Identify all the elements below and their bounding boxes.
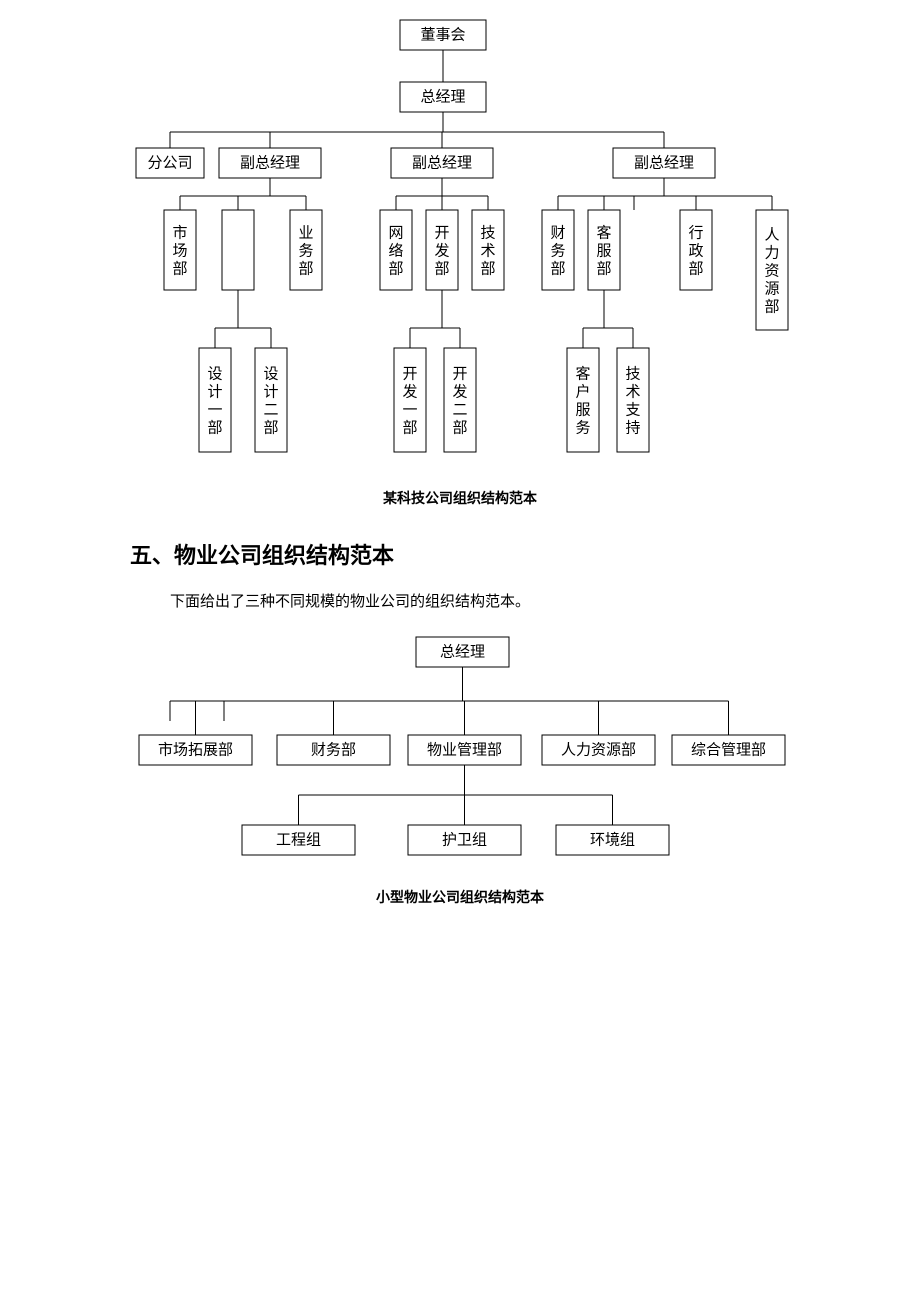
intro-paragraph: 下面给出了三种不同规模的物业公司的组织结构范本。 bbox=[170, 590, 920, 611]
org-node-label: 务 bbox=[575, 419, 590, 436]
org-node-label: 务 bbox=[550, 242, 565, 259]
chart2-caption: 小型物业公司组织结构范本 bbox=[0, 887, 920, 907]
org-node-label: 一 bbox=[402, 402, 417, 418]
org-chart-property-company-small: 总经理市场拓展部 财务部 物业管理部 人力资源部 综合管理部工程组 护卫组 环境组 bbox=[0, 629, 920, 879]
org-node-label: 部 bbox=[550, 260, 565, 277]
org-node-label: 设 bbox=[207, 365, 222, 382]
org-node-label: 开 bbox=[402, 366, 417, 382]
org-node-label: 部 bbox=[298, 260, 313, 277]
org-node-label: 部 bbox=[263, 419, 278, 436]
org-node-label: 部 bbox=[480, 260, 495, 277]
org-node-label: 市场拓展部 bbox=[158, 741, 233, 758]
org-node-label: 总经理 bbox=[420, 88, 465, 105]
org-node-label: 技 bbox=[625, 365, 640, 382]
org-node-label: 部 bbox=[452, 419, 467, 436]
org-node-label: 发 bbox=[452, 383, 467, 400]
org-node-label: 力 bbox=[764, 244, 779, 261]
org-node-label: 发 bbox=[402, 383, 417, 400]
org-node-label: 支 bbox=[625, 401, 640, 418]
org-node-label: 政 bbox=[688, 242, 703, 259]
org-node-label: 户 bbox=[575, 383, 590, 400]
org-node-label: 术 bbox=[625, 383, 640, 400]
org-node-label: 部 bbox=[402, 419, 417, 436]
org-node-label: 物业管理部 bbox=[427, 741, 502, 758]
org-node-blank bbox=[222, 210, 254, 290]
org-node-label: 资 bbox=[764, 262, 779, 279]
org-node-label: 客 bbox=[575, 365, 590, 382]
org-node-label: 财务部 bbox=[311, 741, 356, 758]
org-node-label: 持 bbox=[625, 419, 640, 436]
org-node-label: 开 bbox=[434, 225, 449, 241]
org-node-label: 部 bbox=[764, 298, 779, 315]
org-node-label: 二 bbox=[452, 402, 467, 418]
org-node-label: 部 bbox=[388, 260, 403, 277]
org-node-label: 护卫组 bbox=[442, 831, 487, 848]
org-node-label: 技 bbox=[480, 224, 495, 241]
org-node-label: 财 bbox=[550, 224, 565, 241]
org-chart-tech-company: 董事会总经理分公司副总经理副总经理副总经理市场部业务部网络部开发部技术部财务部客… bbox=[0, 0, 920, 480]
org-node-label: 场 bbox=[172, 242, 187, 259]
org-node-label: 发 bbox=[434, 242, 449, 259]
org-node-label: 综合管理部 bbox=[691, 741, 766, 758]
org-node-label: 部 bbox=[596, 260, 611, 277]
org-node-label: 副总经理 bbox=[412, 154, 472, 171]
org-node-label: 市 bbox=[172, 224, 187, 241]
org-node-label: 服 bbox=[596, 242, 611, 259]
org-node-label: 务 bbox=[298, 242, 313, 259]
org-node-label: 环境组 bbox=[590, 830, 635, 848]
page-container: 董事会总经理分公司副总经理副总经理副总经理市场部业务部网络部开发部技术部财务部客… bbox=[0, 0, 920, 907]
org-node-label: 服 bbox=[575, 401, 590, 418]
org-node-label: 行 bbox=[688, 224, 703, 241]
org-node-label: 计 bbox=[263, 383, 278, 400]
org-node-label: 络 bbox=[388, 242, 403, 259]
org-node-label: 副总经理 bbox=[240, 154, 300, 171]
org-node-label: 人 bbox=[764, 226, 779, 243]
org-node-label: 总经理 bbox=[440, 643, 485, 660]
org-node-label: 二 bbox=[263, 402, 278, 418]
org-node-label: 副总经理 bbox=[634, 154, 694, 171]
org-node-label: 分公司 bbox=[147, 154, 192, 171]
chart1-caption: 某科技公司组织结构范本 bbox=[0, 488, 920, 508]
org-node-label: 网 bbox=[388, 225, 403, 241]
section-heading: 五、物业公司组织结构范本 bbox=[130, 538, 920, 570]
org-node-label: 一 bbox=[207, 402, 222, 418]
org-node-label: 客 bbox=[596, 224, 611, 241]
org-node-label: 计 bbox=[207, 383, 222, 400]
org-node-label: 设 bbox=[263, 365, 278, 382]
org-node-label: 部 bbox=[172, 260, 187, 277]
org-node-label: 部 bbox=[207, 419, 222, 436]
org-node-label: 部 bbox=[434, 260, 449, 277]
org-node-label: 开 bbox=[452, 366, 467, 382]
org-node-label: 业 bbox=[298, 224, 313, 241]
org-node-label: 董事会 bbox=[420, 26, 465, 43]
org-node-label: 工程组 bbox=[276, 831, 321, 848]
org-node-label: 源 bbox=[764, 280, 779, 297]
org-node-label: 术 bbox=[480, 242, 495, 259]
org-node-label: 部 bbox=[688, 260, 703, 277]
org-node-label: 人力资源部 bbox=[561, 741, 636, 758]
